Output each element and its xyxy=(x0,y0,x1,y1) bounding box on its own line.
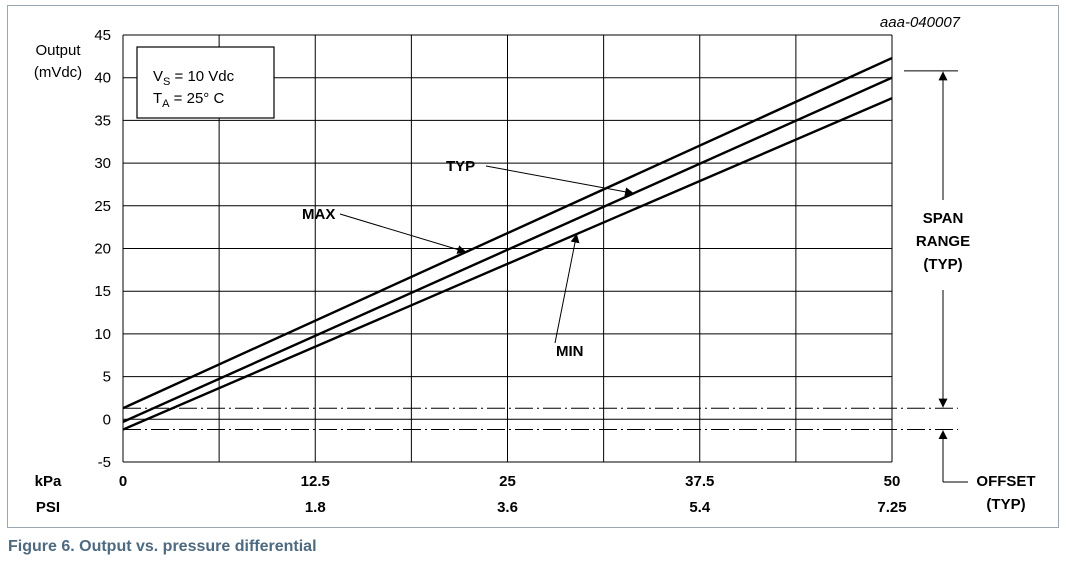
x-tick-label: 12.5 xyxy=(301,473,330,490)
label-max: MAX xyxy=(302,206,335,223)
span-label-line: SPAN xyxy=(923,210,964,227)
y-tick-labels: -5 0 5 10 15 20 25 30 35 40 45 xyxy=(94,27,111,471)
y-axis-label-line1: Output xyxy=(35,42,81,59)
x-axis-label-psi: PSI xyxy=(36,499,60,516)
span-label-line: (TYP) xyxy=(923,256,962,273)
leader-typ xyxy=(485,165,635,197)
y-tick-label: 5 xyxy=(103,369,111,386)
y-tick-label: 15 xyxy=(94,283,111,300)
offset-label-line: OFFSET xyxy=(976,473,1035,490)
span-label-line: RANGE xyxy=(916,233,970,250)
x-axis-label-kpa: kPa xyxy=(35,473,62,490)
x-tick-label: 50 xyxy=(884,473,901,490)
figure-id: aaa-040007 xyxy=(880,14,961,31)
x2-tick-label: 7.25 xyxy=(877,499,906,516)
leader-min xyxy=(554,233,580,344)
y-tick-label: 30 xyxy=(94,155,111,172)
offset-lines xyxy=(123,407,958,431)
x-tick-label: 37.5 xyxy=(685,473,714,490)
chart: -5 0 5 10 15 20 25 30 35 40 45 kPa 0 12.5 25 37.5 50 PSI… xyxy=(34,14,1036,516)
x2-tick-label: 5.4 xyxy=(689,499,711,516)
vs-condition: VS = 10 Vdc xyxy=(153,68,235,88)
y-tick-label: 25 xyxy=(94,198,111,215)
series-line-max xyxy=(122,56,893,410)
x2-tick-label: 1.8 xyxy=(305,499,326,516)
y-tick-label: 35 xyxy=(94,112,111,129)
label-min: MIN xyxy=(556,343,584,360)
x-tick-label: 25 xyxy=(499,473,516,490)
ta-condition: TA = 25° C xyxy=(153,90,224,110)
series-line-typ xyxy=(122,76,893,423)
annotations: MAX TYP MIN SPAN RANGE (TYP) OFFSET (TYP) xyxy=(302,70,1036,513)
y-tick-label: 45 xyxy=(94,27,111,44)
figure-caption: Figure 6. Output vs. pressure differenti… xyxy=(8,538,317,555)
offset-label-line: (TYP) xyxy=(986,496,1025,513)
x-tick-label: 0 xyxy=(119,473,127,490)
y-tick-label: -5 xyxy=(98,454,111,471)
y-tick-label: 40 xyxy=(94,70,111,87)
y-tick-label: 0 xyxy=(103,411,111,428)
figure-frame xyxy=(7,5,1059,528)
x-tick-labels: kPa 0 12.5 25 37.5 50 PSI 1.8 3.6 5.4 7.25 xyxy=(35,473,907,516)
conditions-box-border xyxy=(136,46,275,119)
y-tick-label: 10 xyxy=(94,326,111,343)
series-line-min xyxy=(122,97,893,431)
label-typ: TYP xyxy=(446,158,475,175)
conditions-box: VS = 10 Vdc TA = 25° C xyxy=(136,46,275,119)
y-tick-label: 20 xyxy=(94,241,111,258)
series-lines xyxy=(122,56,893,431)
leader-max xyxy=(339,213,467,254)
y-axis-label-line2: (mVdc) xyxy=(34,64,82,81)
x2-tick-label: 3.6 xyxy=(497,499,518,516)
